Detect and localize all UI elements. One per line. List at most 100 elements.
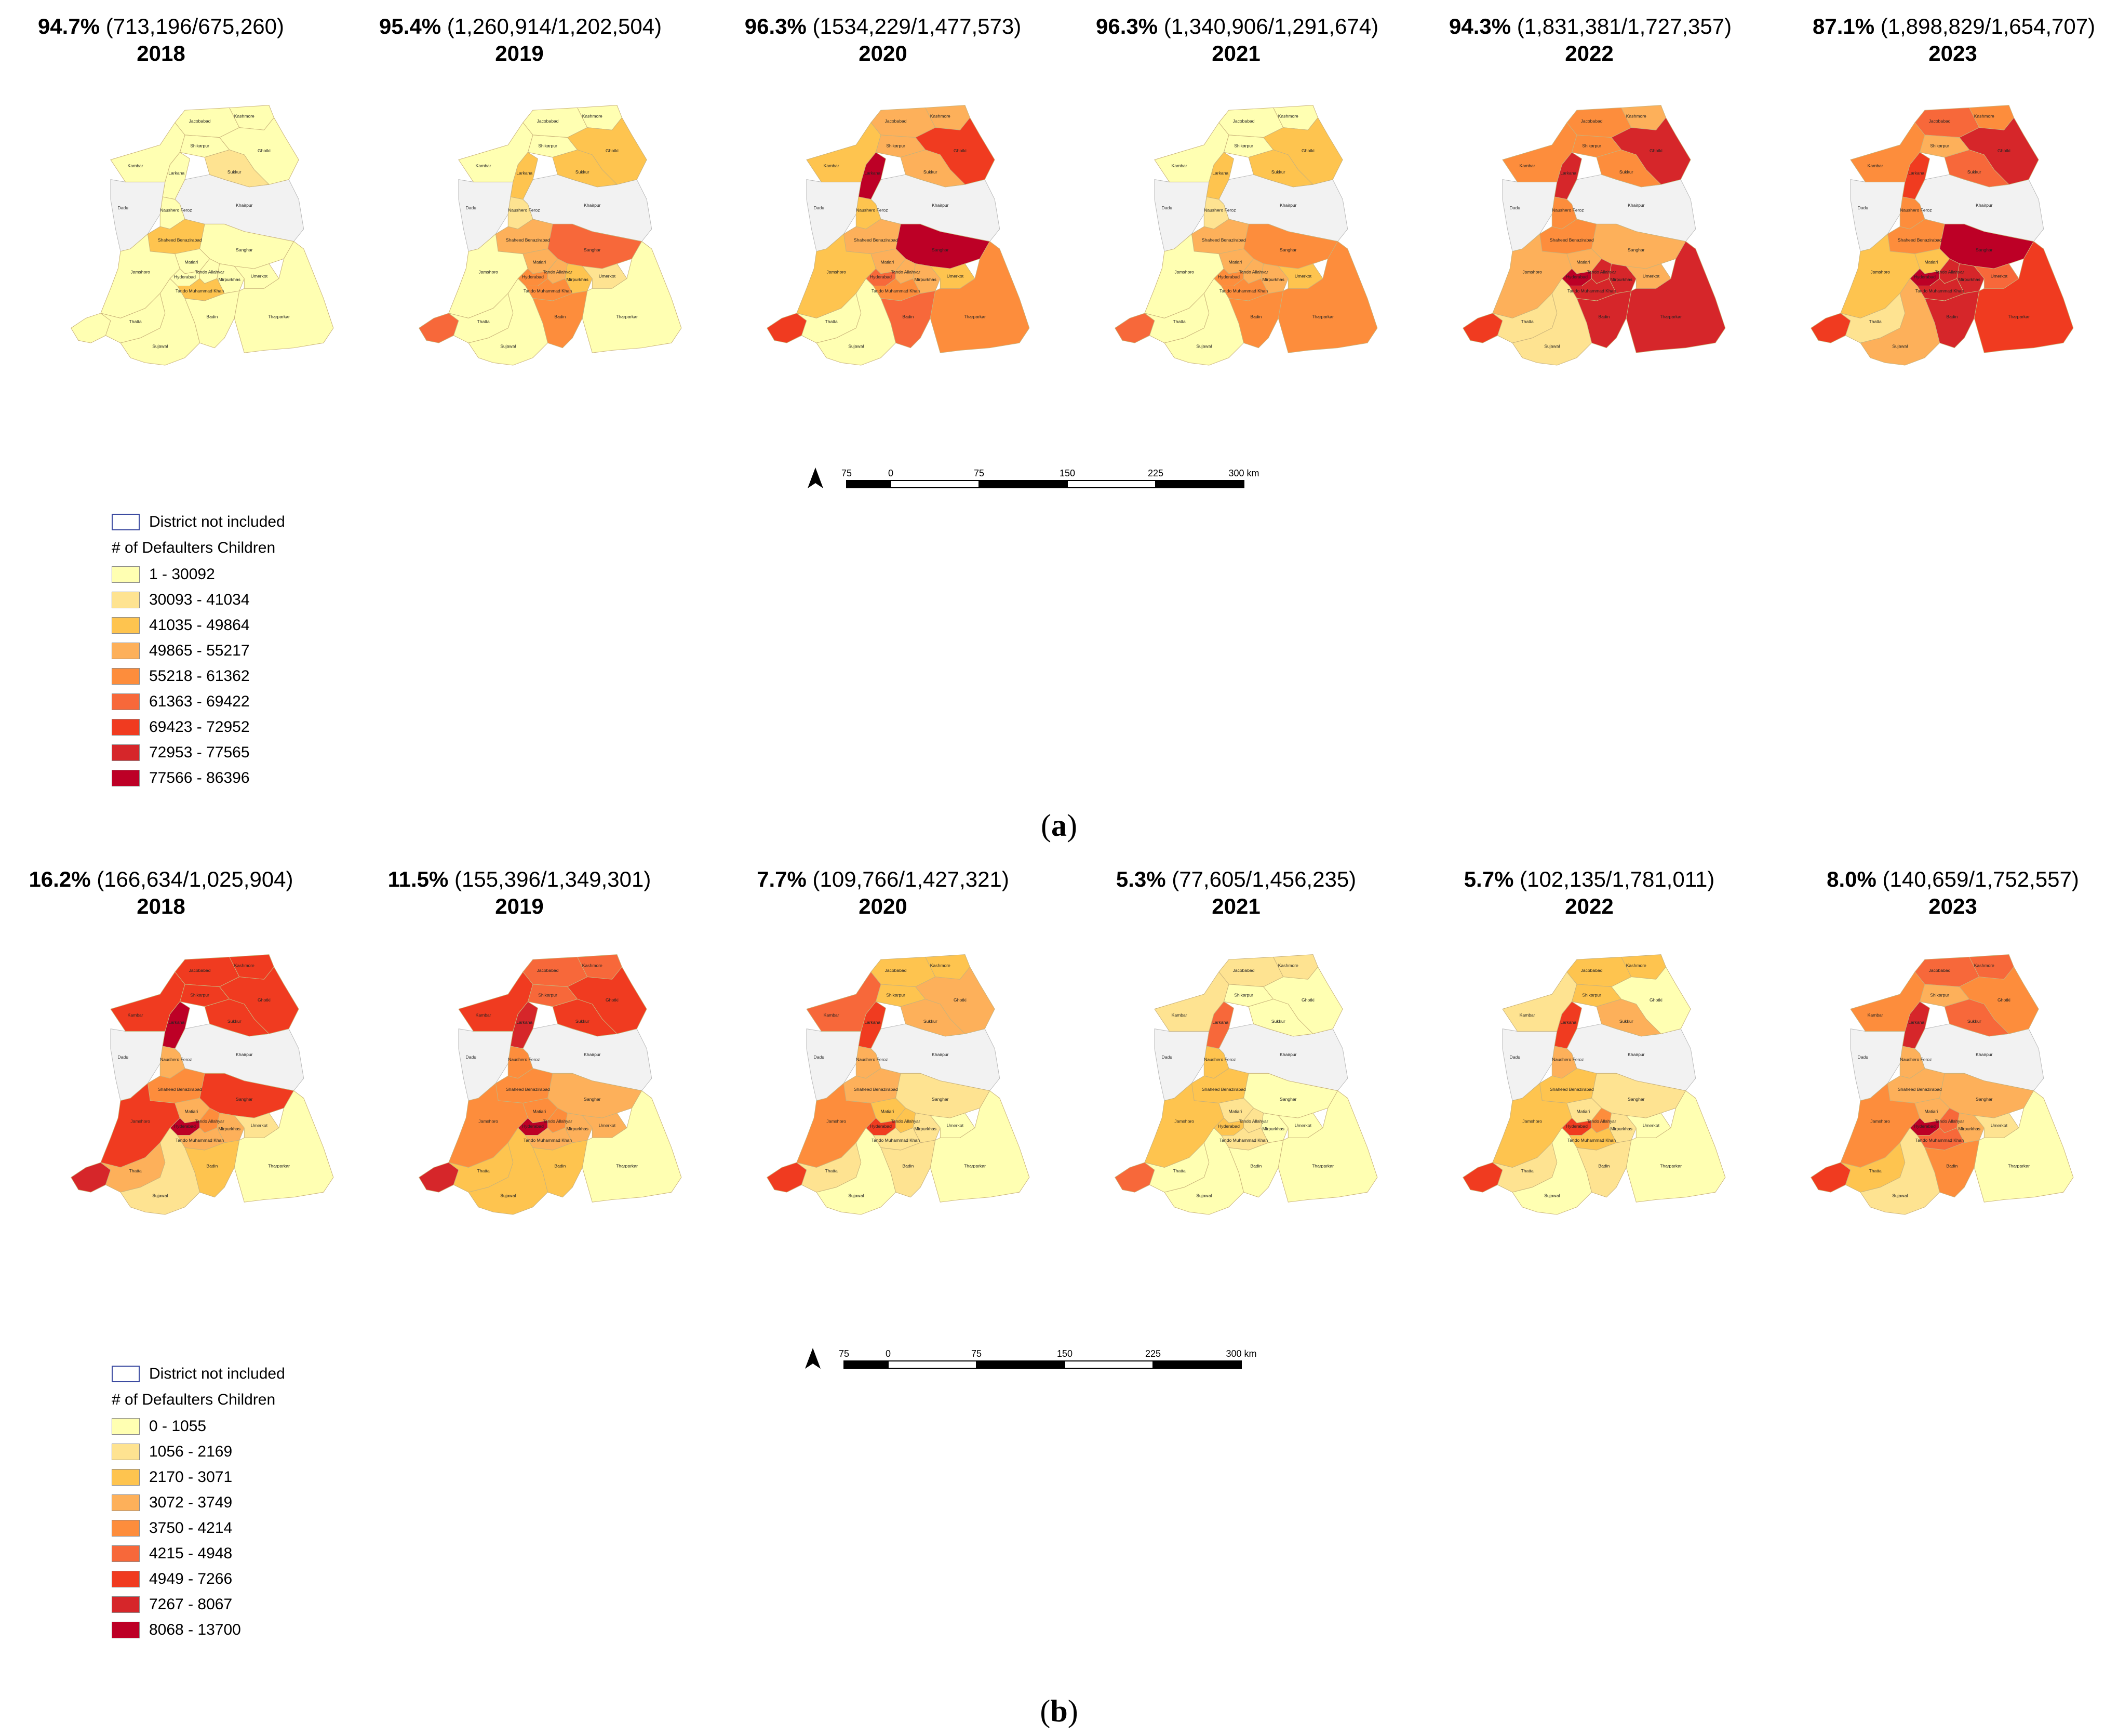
legend-item: 4215 - 4948 (112, 1541, 285, 1566)
district-label: Dadu (118, 1054, 129, 1060)
district-label: Sanghar (236, 247, 253, 252)
district-label: Ghotki (1302, 148, 1315, 153)
district-label: Tharparkar (616, 314, 638, 319)
district-label: Tharparkar (268, 1164, 290, 1169)
district-map: Dadu Khairpur Jacobabad Kashmore Shikarpur Gh… (1463, 105, 1726, 366)
district-label: Jamshoro (130, 1119, 150, 1124)
year-label: 2021 (1212, 41, 1261, 65)
district-label: Kashmore (582, 113, 602, 118)
legend-label: 0 - 1055 (149, 1417, 207, 1435)
district-label: Sujawal (848, 344, 864, 349)
district-label: Jacobabad (885, 968, 907, 973)
district-karachi (71, 1162, 111, 1193)
coverage-line: 5.7% (102,135/1,781,011) (1449, 866, 1730, 893)
scale-tick-label: 75 (971, 1348, 982, 1359)
legend-item: 2170 - 3071 (112, 1464, 285, 1490)
legend-title: # of Defaulters Children (112, 1391, 276, 1408)
legend-swatch (112, 1468, 140, 1486)
district-label: Tando Muhammad Khan (872, 1138, 920, 1143)
district-label: Badin (902, 1164, 914, 1169)
district-label: Shikarpur (886, 143, 905, 149)
scale-tick-label: 150 (1057, 1348, 1073, 1359)
legend-label: 3750 - 4214 (149, 1519, 233, 1537)
district-sujawal (1860, 278, 1940, 366)
district-label: Naushero Feroz (508, 1057, 540, 1062)
year-label: 2021 (1212, 894, 1261, 918)
district-label: Naushero Feroz (160, 1057, 192, 1062)
district-label: Tando Muhammad Khan (1567, 1138, 1616, 1143)
map-title: 87.1% (1,898,829/1,654,707) 2023 (1813, 13, 2095, 67)
coverage-line: 5.3% (77,605/1,456,235) (1096, 866, 1376, 893)
district-label: Larkana (1560, 170, 1576, 176)
district-label: Kambar (1172, 163, 1187, 168)
district-label: Kambar (476, 1012, 491, 1018)
district-label: Umerkot (251, 1123, 268, 1128)
district-label: Larkana (1908, 1020, 1924, 1025)
district-label: Shikarpur (190, 993, 209, 998)
district-sujawal (468, 278, 548, 366)
year-label: 2018 (137, 894, 185, 918)
district-ghotki (1263, 117, 1343, 185)
coverage-percent: 94.3% (1449, 14, 1511, 38)
legend-swatch (112, 617, 140, 634)
district-tharparkar (1974, 1090, 2074, 1203)
district-label: Hyderabad (870, 1124, 892, 1129)
district-label: Matiari (1924, 260, 1938, 265)
district-label: Hyderabad (1914, 274, 1936, 279)
map-title: 94.3% (1,831,381/1,727,357) 2022 (1449, 13, 1732, 67)
district-label: Badin (206, 1164, 218, 1169)
district-label: Jacobabad (189, 968, 211, 973)
district-label: Shaheed Benazirabad (506, 1087, 550, 1092)
district-label: Dadu (1162, 205, 1173, 210)
district-label: Naushero Feroz (508, 208, 540, 213)
district-label: Umerkot (599, 1123, 616, 1128)
district-label: Larkana (168, 1020, 184, 1025)
district-karachi (767, 1162, 807, 1193)
district-label: Dadu (466, 1054, 477, 1060)
district-sujawal (120, 1127, 200, 1215)
panel-b: 16.2% (166,634/1,025,904) 2018 11.5% (155,… (0, 862, 2118, 1736)
district-ghotki (915, 117, 995, 185)
district-label: Jacobabad (1581, 118, 1603, 124)
map-title: 96.3% (1534,229/1,477,573) 2020 (743, 13, 1023, 67)
legend-label: 72953 - 77565 (149, 743, 250, 761)
district-larkana (510, 152, 539, 200)
district-label: Shikarpur (1930, 993, 1949, 998)
legend-swatch (112, 1365, 140, 1382)
district-label: Matiari (532, 1109, 546, 1114)
scale-tick-label: 75 (974, 468, 984, 478)
district-label: Sanghar (1628, 1097, 1645, 1102)
legend-label: 4949 - 7266 (149, 1570, 233, 1587)
district-label: Hyderabad (1914, 1124, 1936, 1129)
map-title: 5.7% (102,135/1,781,011) 2022 (1449, 866, 1730, 920)
district-label: Jacobabad (537, 968, 559, 973)
legend-item: 1 - 30092 (112, 562, 285, 587)
district-label: Khairpur (932, 1052, 949, 1057)
legend-swatch (112, 642, 140, 659)
legend-label: 55218 - 61362 (149, 667, 250, 685)
year-label: 2019 (495, 41, 544, 65)
district-label: Ghotki (1302, 997, 1315, 1003)
scale-segment (1064, 1360, 1154, 1369)
district-label: Mirpurkhas (915, 1126, 936, 1131)
district-label: Jacobabad (537, 118, 559, 124)
district-label: Tharparkar (1312, 1164, 1334, 1169)
district-label: Tharparkar (964, 1164, 986, 1169)
district-label: Mirpurkhas (1959, 1126, 1980, 1131)
district-label: Kashmore (234, 963, 254, 968)
district-tharparkar (1278, 241, 1378, 353)
district-label: Thatta (825, 319, 838, 324)
district-label: Kambar (1172, 1012, 1187, 1018)
district-label: Dadu (1510, 205, 1521, 210)
legend: District not included # of Defaulters Chi… (112, 509, 285, 791)
district-label: Jamshoro (478, 270, 498, 275)
district-label: Khairpur (584, 1052, 601, 1057)
district-label: Tharparkar (616, 1164, 638, 1169)
district-label: Jamshoro (1870, 270, 1890, 275)
district-label: Larkana (1212, 1020, 1228, 1025)
district-label: Tando Muhammad Khan (1915, 288, 1964, 293)
district-label: Matiari (1576, 260, 1590, 265)
legend-item: 1056 - 2169 (112, 1439, 285, 1464)
legend-title: # of Defaulters Children (112, 539, 276, 556)
scale-tick-label: 75 (839, 1348, 849, 1359)
